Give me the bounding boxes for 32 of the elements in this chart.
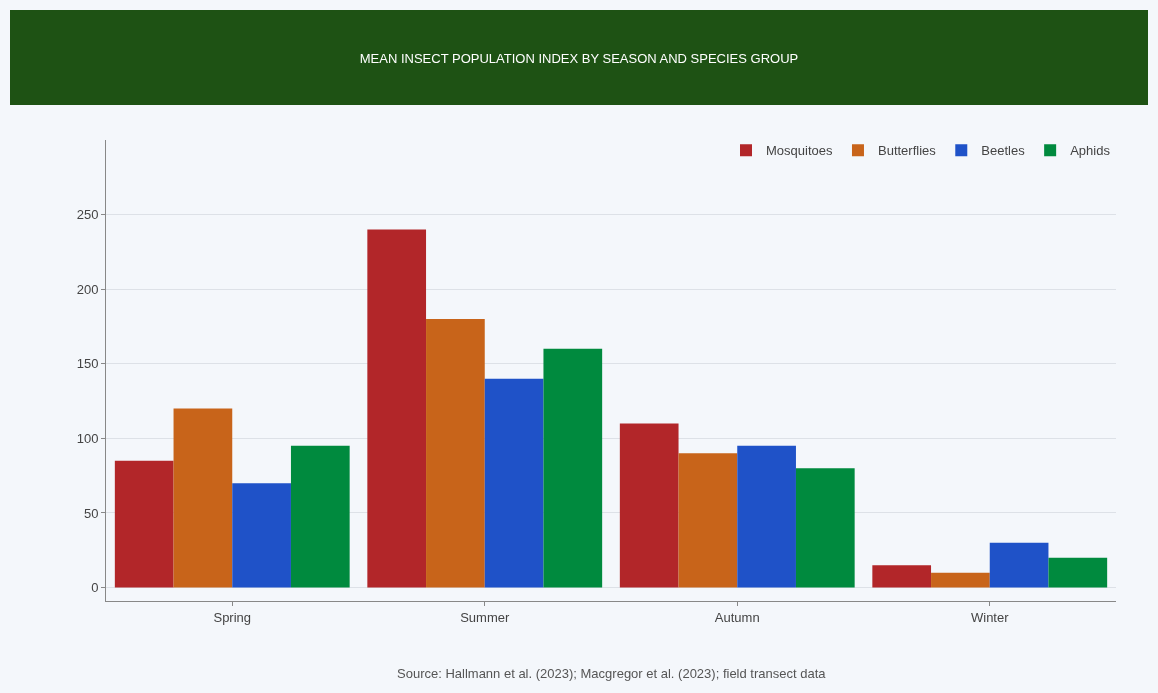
bar — [872, 565, 932, 588]
bar — [543, 348, 603, 588]
y-tick-label: 250 — [76, 207, 99, 223]
x-tick-label: Spring — [213, 609, 252, 625]
bar — [678, 453, 738, 588]
legend-label: Aphids — [1070, 143, 1111, 159]
chart-title: MEAN INSECT POPULATION INDEX BY SEASON AND SPECIES GROUP — [359, 50, 799, 66]
legend-label: Mosquitoes — [766, 143, 833, 159]
bar — [484, 378, 544, 588]
bar — [1048, 557, 1108, 588]
legend-label: Butterflies — [877, 143, 937, 159]
y-tick-label: 0 — [91, 580, 99, 596]
bar — [931, 572, 990, 588]
bar — [989, 542, 1049, 588]
bar — [173, 408, 233, 588]
y-tick-label: 150 — [76, 356, 99, 372]
bar — [737, 445, 796, 588]
bar — [232, 483, 291, 588]
x-tick-label: Summer — [460, 609, 510, 625]
x-tick-label: Winter — [970, 609, 1010, 625]
bar — [290, 445, 350, 588]
bar — [114, 460, 174, 588]
source-note: Source: Hallmann et al. (2023); Macgregor et al. (2023); field transect data — [397, 666, 827, 681]
y-tick-label: 200 — [76, 281, 99, 297]
y-tick-label: 50 — [83, 505, 99, 521]
y-tick-label: 100 — [76, 430, 99, 446]
x-tick-label: Autumn — [714, 609, 760, 625]
bar — [619, 423, 679, 588]
legend-label: Beetles — [981, 143, 1026, 159]
bar — [426, 319, 485, 588]
bar — [367, 229, 427, 588]
bar — [795, 468, 855, 588]
